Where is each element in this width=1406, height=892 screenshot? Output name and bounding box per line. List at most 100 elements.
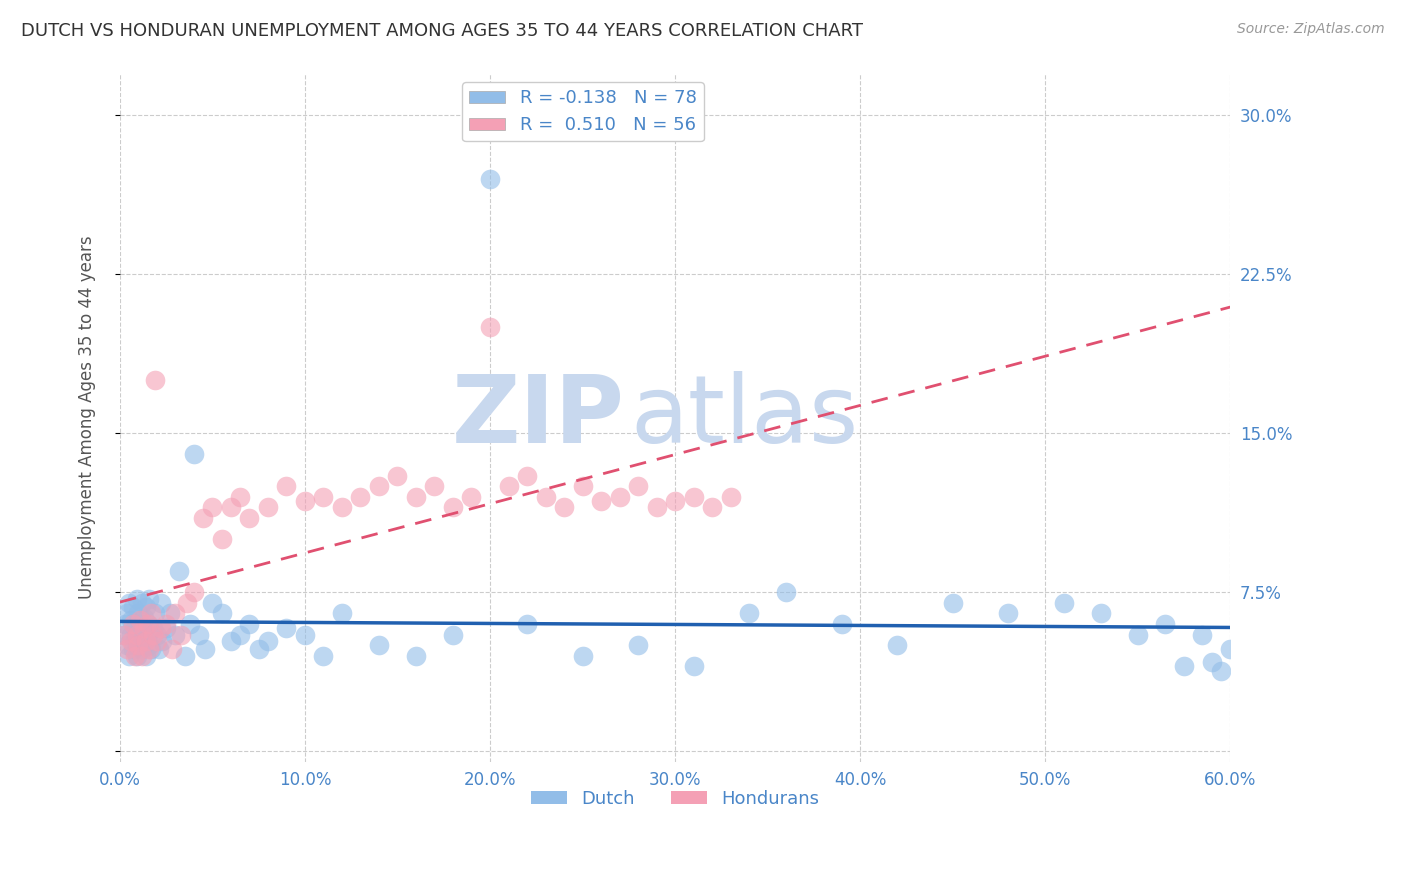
Point [120, 634, 142, 648]
Point [125, 648, 148, 663]
Point [146, 634, 169, 648]
Point [125, 591, 148, 606]
Point [131, 596, 153, 610]
Point [125, 627, 148, 641]
Point [112, 627, 135, 641]
Point [129, 627, 152, 641]
Point [942, 596, 965, 610]
Point [682, 659, 704, 673]
Point [1209, 664, 1232, 678]
Point [627, 479, 650, 493]
Legend: Dutch, Hondurans: Dutch, Hondurans [523, 782, 827, 814]
Point [775, 585, 797, 599]
Point [124, 648, 146, 663]
Point [117, 607, 139, 621]
Point [1191, 627, 1213, 641]
Point [188, 627, 211, 641]
Point [571, 648, 593, 663]
Point [146, 627, 169, 641]
Point [1090, 607, 1112, 621]
Point [219, 634, 242, 648]
Point [132, 621, 155, 635]
Point [219, 500, 242, 515]
Point [142, 621, 165, 635]
Point [124, 621, 146, 635]
Point [170, 627, 193, 641]
Point [229, 490, 252, 504]
Point [571, 479, 593, 493]
Point [117, 642, 139, 657]
Point [387, 468, 409, 483]
Point [238, 617, 260, 632]
Point [682, 490, 704, 504]
Point [167, 564, 190, 578]
Point [479, 320, 502, 334]
Point [141, 642, 163, 657]
Text: ZIP: ZIP [453, 371, 626, 463]
Point [516, 468, 538, 483]
Point [148, 642, 170, 657]
Point [294, 494, 316, 508]
Point [211, 533, 233, 547]
Point [1126, 627, 1149, 641]
Text: atlas: atlas [631, 371, 859, 463]
Point [276, 621, 298, 635]
Point [1173, 659, 1195, 673]
Point [135, 634, 157, 648]
Point [135, 648, 157, 663]
Point [886, 638, 908, 652]
Point [120, 627, 142, 641]
Point [121, 600, 143, 615]
Point [664, 494, 686, 508]
Point [176, 596, 198, 610]
Point [114, 617, 136, 632]
Point [553, 500, 575, 515]
Point [155, 621, 177, 635]
Point [201, 500, 224, 515]
Point [118, 648, 141, 663]
Point [516, 617, 538, 632]
Point [136, 617, 159, 632]
Point [534, 490, 557, 504]
Point [142, 627, 165, 641]
Point [136, 627, 159, 641]
Point [738, 607, 761, 621]
Point [1154, 617, 1177, 632]
Point [405, 490, 427, 504]
Point [132, 610, 155, 624]
Y-axis label: Unemployment Among Ages 35 to 44 years: Unemployment Among Ages 35 to 44 years [79, 235, 96, 599]
Point [120, 613, 142, 627]
Point [179, 617, 201, 632]
Point [138, 642, 160, 657]
Point [257, 500, 280, 515]
Point [138, 638, 160, 652]
Point [132, 634, 155, 648]
Point [229, 627, 252, 641]
Point [191, 511, 214, 525]
Point [460, 490, 482, 504]
Point [127, 607, 149, 621]
Point [129, 617, 152, 632]
Point [141, 607, 163, 621]
Point [312, 648, 335, 663]
Point [441, 627, 464, 641]
Point [136, 617, 159, 632]
Point [479, 172, 502, 186]
Point [160, 642, 183, 657]
Point [173, 648, 195, 663]
Point [183, 447, 205, 461]
Point [183, 585, 205, 599]
Point [700, 500, 723, 515]
Point [423, 479, 446, 493]
Point [368, 638, 391, 652]
Point [1201, 655, 1223, 669]
Point [831, 617, 853, 632]
Point [143, 607, 166, 621]
Point [131, 642, 153, 657]
Point [330, 607, 353, 621]
Point [149, 621, 172, 635]
Point [330, 500, 353, 515]
Point [124, 634, 146, 648]
Point [121, 642, 143, 657]
Point [498, 479, 520, 493]
